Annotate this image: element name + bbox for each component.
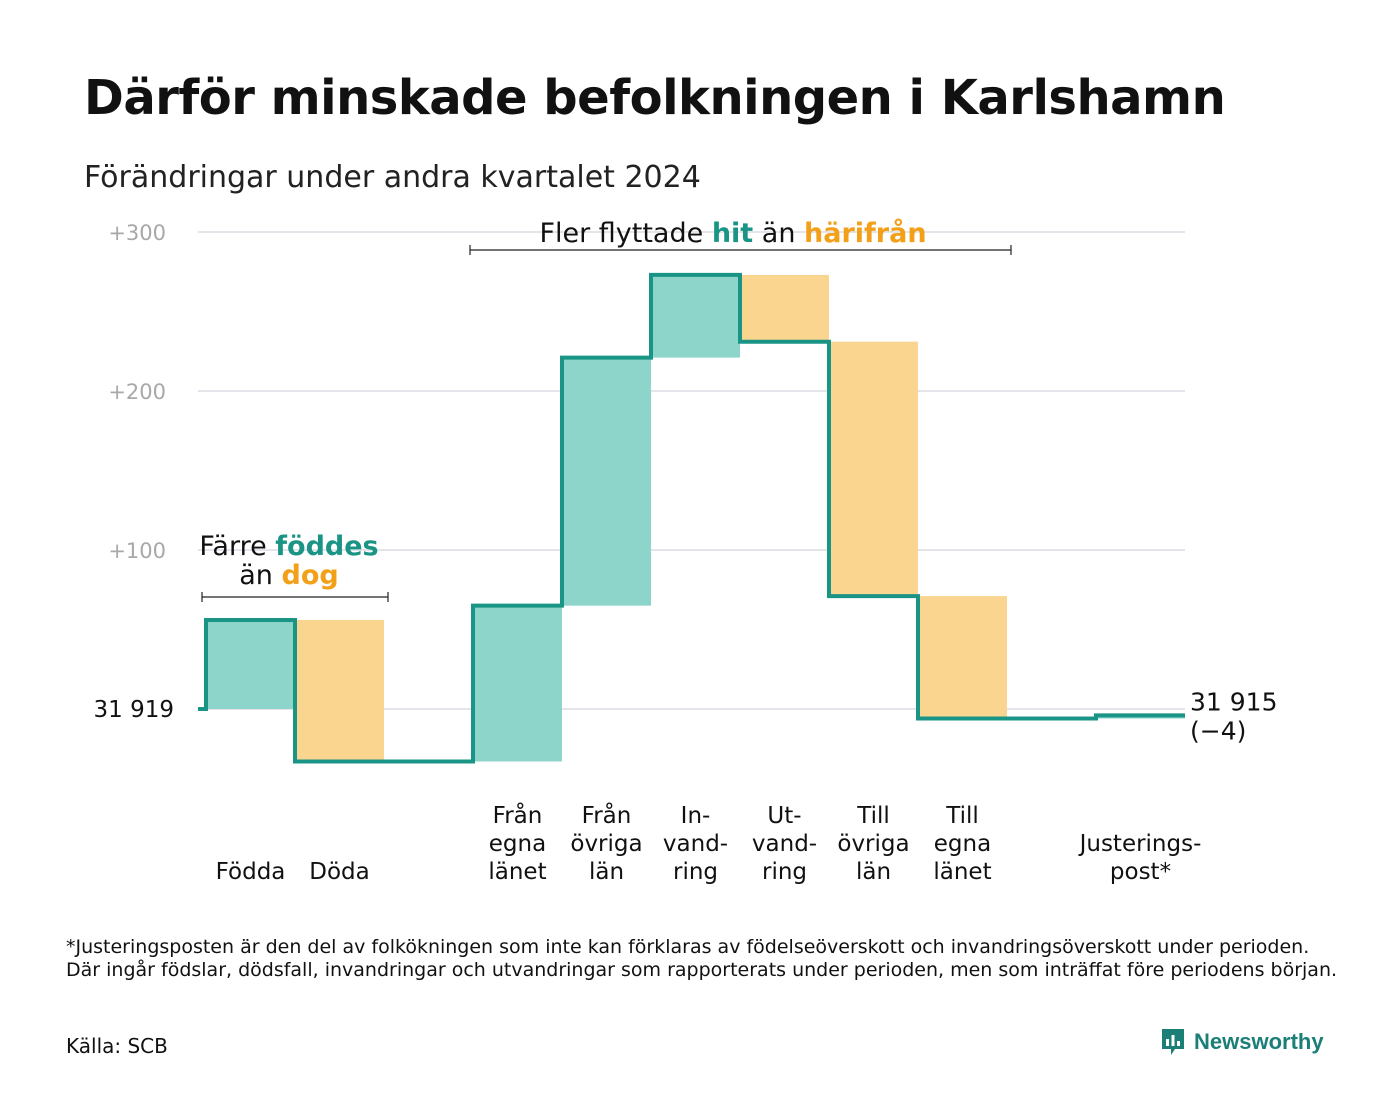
category-label: länet (933, 859, 991, 885)
outflow-bar (740, 274, 829, 342)
category-label: Till (945, 803, 979, 829)
annotation-segment: Färre (199, 531, 275, 562)
inflow-bar (562, 357, 651, 606)
newsworthy-logo-icon (1162, 1029, 1184, 1055)
annotation-segment: dog (282, 560, 339, 591)
category-label: Till (856, 803, 890, 829)
annotation-segment: hit (712, 218, 753, 249)
category-label: vand- (663, 831, 728, 857)
category-label: Döda (309, 859, 369, 885)
y-tick-label: +200 (108, 380, 166, 404)
annotation-segment: än (753, 218, 804, 249)
brand-name: Newsworthy (1194, 1029, 1324, 1054)
inflow-bar (206, 619, 295, 709)
category-label: län (856, 859, 891, 885)
brand-logo[interactable]: Newsworthy (1160, 1027, 1324, 1057)
inflow-bar (651, 274, 740, 358)
cumulative-step-line (198, 272, 1185, 764)
category-label: övriga (837, 831, 909, 857)
annotation-segment: Fler flyttade (539, 218, 711, 249)
annotation-segment: än (239, 560, 281, 591)
y-tick-label: +100 (108, 539, 166, 563)
annotation-segment: föddes (275, 531, 378, 562)
inflow-bar (473, 605, 562, 762)
category-label: vand- (752, 831, 817, 857)
chart-subtitle: Förändringar under andra kvartalet 2024 (84, 160, 701, 195)
annotation-births-deaths: Färre föddes (199, 531, 378, 562)
category-label: län (589, 859, 624, 885)
category-label: post* (1110, 859, 1171, 885)
source-label: Källa: SCB (66, 1034, 168, 1058)
category-label: länet (488, 859, 546, 885)
annotation-segment: härifrån (804, 217, 927, 249)
category-label: In- (681, 803, 711, 829)
category-label: Ut- (767, 803, 801, 829)
category-label: ring (673, 859, 718, 885)
end-value-label: 31 915 (1190, 687, 1277, 716)
category-label: Födda (216, 859, 286, 885)
footnote: *Justeringsposten är den del av folkökni… (66, 936, 1338, 981)
category-label: egna (934, 831, 991, 857)
category-label: Från (582, 801, 632, 829)
category-label: egna (489, 831, 546, 857)
outflow-bar (295, 619, 384, 762)
category-label: Justerings- (1078, 831, 1202, 857)
end-change-label: (−4) (1190, 716, 1246, 745)
annotation-migration: Fler flyttade hit än härifrån (539, 217, 926, 249)
annotation-births-deaths: än dog (239, 560, 338, 591)
outflow-bar (918, 596, 1007, 719)
y-tick-label: +300 (108, 221, 166, 245)
category-label: Från (493, 801, 543, 829)
outflow-bar (829, 341, 918, 597)
chart-title: Därför minskade befolkningen i Karlshamn (84, 70, 1226, 126)
category-label: övriga (570, 831, 642, 857)
baseline-value-label: 31 919 (94, 697, 174, 723)
category-label: ring (762, 859, 807, 885)
